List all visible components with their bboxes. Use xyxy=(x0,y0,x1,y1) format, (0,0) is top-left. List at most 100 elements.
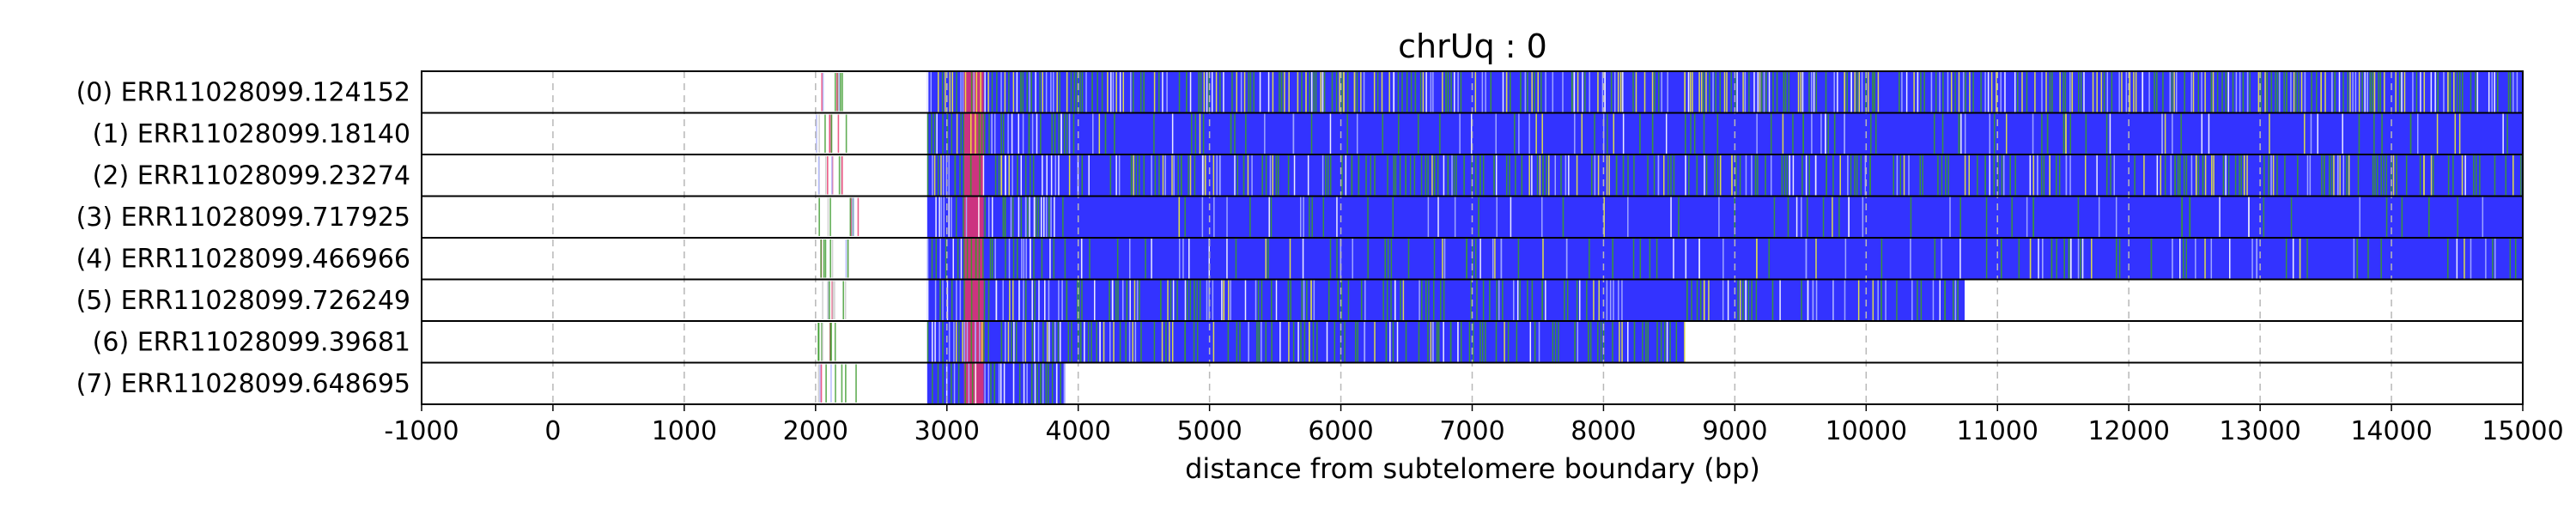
stripe xyxy=(1064,238,1066,280)
stripe xyxy=(1726,71,1728,113)
stripe xyxy=(1709,71,1710,113)
stripe xyxy=(1651,71,1654,113)
stripe xyxy=(2324,71,2326,113)
stripe xyxy=(1685,154,1686,197)
stripe xyxy=(2300,71,2303,113)
dense-region xyxy=(927,196,2523,238)
stripe xyxy=(1206,71,1208,113)
stripe xyxy=(1208,238,1210,280)
stripe xyxy=(1336,196,1338,238)
stripe xyxy=(1115,279,1117,321)
stripe xyxy=(2512,71,2514,113)
stripe xyxy=(1566,279,1569,321)
stripe xyxy=(2342,154,2344,197)
stripe xyxy=(2017,71,2019,113)
stripe xyxy=(1546,154,1547,197)
stripe xyxy=(1300,321,1302,363)
stripe xyxy=(1190,112,1193,154)
stripe xyxy=(1204,154,1206,197)
stripe xyxy=(1405,321,1407,363)
stripe xyxy=(1989,154,1990,197)
stripe xyxy=(1485,321,1486,363)
stripe xyxy=(2514,238,2517,280)
stripe xyxy=(1514,112,1516,154)
stripe xyxy=(2085,112,2087,154)
dense-region xyxy=(927,279,1965,321)
stripe xyxy=(2246,71,2249,113)
stripe xyxy=(1399,154,1401,197)
stripe xyxy=(1598,279,1601,321)
stripe xyxy=(2172,112,2173,154)
stripe xyxy=(1753,71,1755,113)
stripe xyxy=(963,279,965,321)
stripe xyxy=(2063,71,2064,113)
stripe xyxy=(1896,279,1898,321)
stripe xyxy=(1293,154,1296,197)
stripe xyxy=(2434,71,2436,113)
stripe xyxy=(1215,71,1218,113)
stripe xyxy=(1472,321,1474,363)
stripe xyxy=(1189,279,1192,321)
stripe xyxy=(2179,238,2181,280)
stripe xyxy=(1782,112,1784,154)
stripe xyxy=(2403,71,2406,113)
stripe xyxy=(1325,154,1327,197)
stripe xyxy=(1962,71,1965,113)
stripe xyxy=(1393,154,1395,197)
stripe xyxy=(1632,238,1635,280)
stripe xyxy=(1335,71,1338,113)
stripe xyxy=(2135,71,2137,113)
stripe xyxy=(1292,321,1295,363)
stripe xyxy=(1184,196,1186,238)
stripe xyxy=(1772,71,1774,113)
stripe xyxy=(1297,71,1299,113)
stripe xyxy=(1125,321,1127,363)
stripe xyxy=(1474,154,1477,197)
stripe xyxy=(936,112,938,154)
stripe xyxy=(1597,154,1600,197)
stripe xyxy=(2210,71,2213,113)
stripe xyxy=(2069,71,2071,113)
stripe xyxy=(1048,362,1049,404)
stripe xyxy=(1012,154,1013,197)
stripe xyxy=(983,279,986,321)
stripe xyxy=(1472,238,1473,280)
stripe xyxy=(1406,71,1408,113)
stripe xyxy=(1365,154,1367,197)
stripe xyxy=(1413,154,1416,197)
stripe xyxy=(1040,362,1042,404)
stripe xyxy=(1615,154,1618,197)
stripe xyxy=(2181,196,2184,238)
stripe xyxy=(1460,71,1462,113)
stripe xyxy=(1050,71,1052,113)
stripe xyxy=(2154,71,2155,113)
stripe xyxy=(1061,279,1063,321)
stripe xyxy=(2396,154,2397,197)
stripe xyxy=(1664,321,1666,363)
stripe xyxy=(1864,71,1867,113)
stripe xyxy=(1934,238,1936,280)
stripe xyxy=(1119,321,1121,363)
stripe xyxy=(1783,154,1786,197)
stripe xyxy=(2381,112,2383,154)
stripe xyxy=(1812,279,1814,321)
stripe xyxy=(1479,238,1481,280)
stripe xyxy=(2401,71,2403,113)
stripe xyxy=(2354,71,2357,113)
stripe xyxy=(1387,154,1388,197)
stripe xyxy=(1080,238,1083,280)
stripe xyxy=(2190,154,2193,197)
stripe xyxy=(1622,154,1625,197)
stripe xyxy=(2269,112,2270,154)
stripe xyxy=(994,238,996,280)
x-tick-label: 13000 xyxy=(2219,416,2300,446)
stripe xyxy=(1245,112,1247,154)
stripe xyxy=(2000,71,2002,113)
stripe xyxy=(1474,238,1477,280)
stripe xyxy=(2155,71,2158,113)
stripe xyxy=(1048,196,1050,238)
stripe xyxy=(1920,71,1922,113)
stripe xyxy=(1554,154,1557,197)
stripe xyxy=(1759,71,1761,113)
sparse-mark xyxy=(834,73,836,112)
